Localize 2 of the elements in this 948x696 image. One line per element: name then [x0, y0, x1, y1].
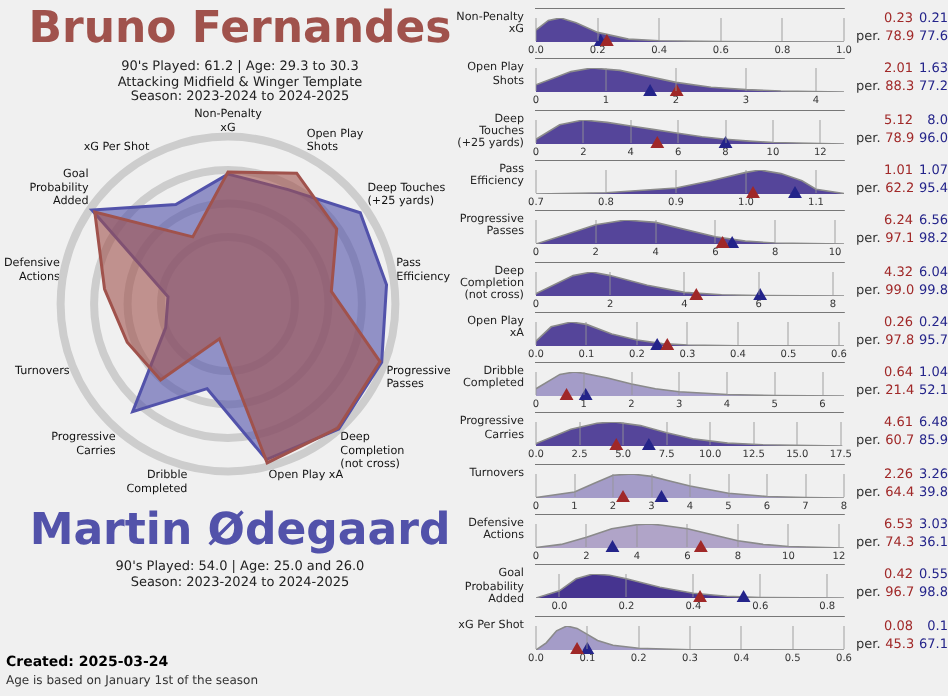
text: Bruno Fernandes: [28, 4, 452, 54]
series-label: Martin Ødegaard: [29, 506, 451, 556]
